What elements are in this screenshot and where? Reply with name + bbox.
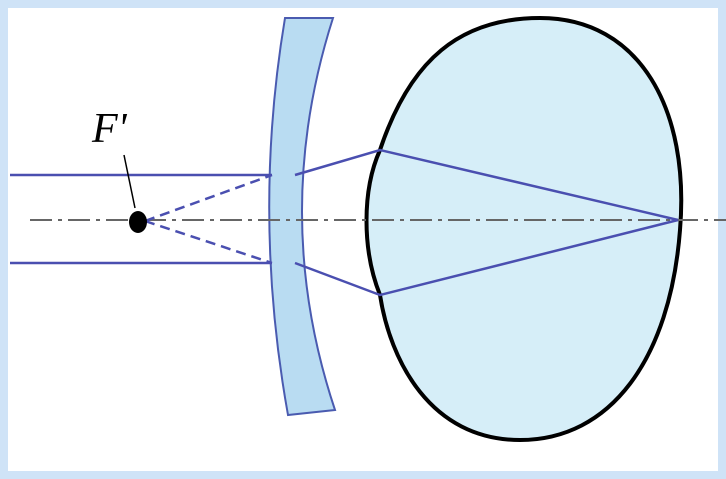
eye [364,15,684,443]
focus-label: F' [91,106,128,152]
label-pointer [123,154,136,209]
refracted-ray [294,218,679,297]
refracted-ray [294,148,679,222]
concave-lens [268,17,337,417]
virtual-ray [144,173,273,223]
virtual-ray [144,219,273,265]
focus-point [129,211,147,233]
